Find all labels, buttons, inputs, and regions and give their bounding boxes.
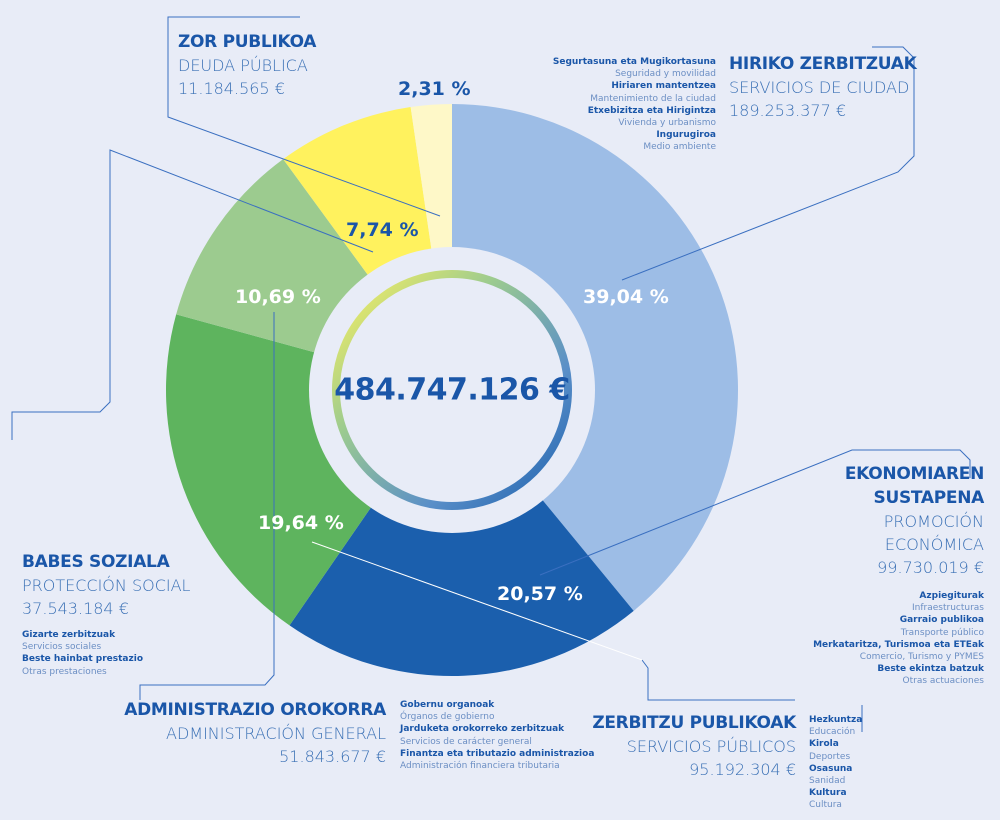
item-es: Administración financiera tributaria: [400, 761, 560, 772]
admin-subtitle: ADMINISTRACIÓN GENERAL: [166, 724, 386, 743]
pct-zerbitzu: 20,57 %: [497, 583, 583, 605]
zerbitzu-amount: 95.192.304 €: [689, 760, 796, 779]
item-es: Otras prestaciones: [22, 666, 107, 677]
total-amount: 484.747.126 €: [334, 372, 570, 408]
ekonomia-title: SUSTAPENA: [873, 488, 985, 508]
item-eu: Gobernu organoak: [400, 700, 495, 710]
ekonomia-subtitle: ECONÓMICA: [884, 535, 984, 554]
item-es: Educación: [809, 727, 856, 738]
hiriko-subtitle: SERVICIOS DE CIUDAD: [729, 78, 910, 97]
item-eu: Kirola: [809, 739, 839, 750]
donut-segment: [452, 104, 738, 611]
item-eu: Garraio publikoa: [899, 615, 984, 626]
pct-small: 2,31 %: [398, 78, 471, 100]
item-es: Órganos de gobierno: [400, 712, 495, 723]
item-eu: Beste ekintza batzuk: [877, 664, 984, 675]
item-es: Servicios sociales: [22, 642, 102, 653]
block-zerbitzu: ZERBITZU PUBLIKOAK SERVICIOS PÚBLICOS 95…: [592, 711, 796, 781]
block-admin: ADMINISTRAZIO OROKORRA ADMINISTRACIÓN GE…: [124, 698, 386, 768]
babes-amount: 37.543.184 €: [22, 599, 129, 618]
block-ekonomia: EKONOMIAREN SUSTAPENA PROMOCIÓN ECONÓMIC…: [845, 462, 984, 579]
zerbitzu-items: Hezkuntza Educación Kirola Deportes Osas…: [809, 714, 862, 812]
item-es: Vivienda y urbanismo: [618, 118, 716, 129]
donut-segment: [176, 159, 370, 353]
item-es: Cultura: [809, 800, 842, 811]
item-eu: Segurtasuna eta Mugikortasuna: [552, 57, 716, 67]
item-eu: Azpiegiturak: [919, 591, 984, 601]
pct-admin: 19,64 %: [258, 512, 344, 534]
zerbitzu-subtitle: SERVICIOS PÚBLICOS: [626, 737, 796, 756]
ekonomia-items: Azpiegiturak Infraestructuras Garraio pu…: [784, 590, 984, 688]
ekonomia-subtitle: PROMOCIÓN: [883, 512, 984, 531]
item-eu: Finantza eta tributazio administrazioa: [400, 748, 595, 759]
leader-zor: [167, 16, 441, 217]
item-es: Mantenimiento de la ciudad: [590, 93, 716, 104]
item-eu: Kultura: [809, 788, 847, 799]
hiriko-title: HIRIKO ZERBITZUAK: [729, 54, 917, 74]
block-babes: BABES SOZIALA PROTECCIÓN SOCIAL 37.543.1…: [22, 550, 190, 620]
babes-title: BABES SOZIALA: [22, 552, 170, 572]
item-eu: Gizarte zerbitzuak: [22, 630, 116, 640]
item-eu: Jarduketa orokorreko zerbitzuak: [400, 724, 565, 735]
item-eu: Merkataritza, Turismoa eta ETEak: [813, 639, 984, 650]
item-es: Transporte público: [900, 627, 984, 638]
item-es: Infraestructuras: [912, 603, 984, 614]
donut-hole: [309, 247, 595, 533]
item-eu: Osasuna: [809, 763, 853, 774]
block-hiriko: HIRIKO ZERBITZUAK SERVICIOS DE CIUDAD 18…: [729, 52, 917, 122]
inner-ring: [332, 270, 572, 510]
hiriko-amount: 189.253.377 €: [729, 101, 847, 120]
block-zor: ZOR PUBLIKOA DEUDA PÚBLICA 11.184.565 €: [178, 30, 316, 100]
leader-admin: [139, 312, 275, 700]
ekonomia-title: EKONOMIAREN: [844, 464, 984, 484]
item-eu: Ingurugiroa: [656, 130, 716, 141]
leader-zerbitzu-white: [311, 541, 643, 661]
leader-hiriko: [621, 46, 915, 281]
item-es: Otras actuaciones: [902, 676, 984, 687]
donut-segment: [410, 104, 452, 252]
admin-amount: 51.843.677 €: [279, 747, 386, 766]
item-eu: Hiriaren mantentzea: [611, 81, 716, 92]
item-eu: Etxebizitza eta Hirigintza: [587, 105, 716, 116]
donut-segment: [289, 498, 634, 676]
item-eu: Beste hainbat prestazio: [22, 654, 144, 665]
donut-segment: [166, 314, 373, 626]
babes-subtitle: PROTECCIÓN SOCIAL: [22, 576, 191, 595]
zor-amount: 11.184.565 €: [178, 79, 285, 98]
leader-babes: [11, 149, 374, 440]
item-es: Seguridad y movilidad: [615, 69, 716, 80]
babes-items: Gizarte zerbitzuak Servicios sociales Be…: [22, 629, 143, 678]
item-eu: Hezkuntza: [809, 715, 863, 725]
pct-babes: 10,69 %: [235, 286, 321, 308]
pct-zor: 7,74 %: [346, 219, 419, 241]
ekonomia-amount: 99.730.019 €: [877, 558, 984, 577]
item-es: Comercio, Turismo y PYMES: [859, 652, 984, 663]
leader-ekonomia: [539, 449, 971, 576]
pct-hiriko: 39,04 %: [583, 286, 669, 308]
admin-title: ADMINISTRAZIO OROKORRA: [124, 700, 386, 720]
leader-zerbitzu: [641, 659, 795, 701]
zor-title: ZOR PUBLIKOA: [178, 32, 317, 52]
hiriko-items: Segurtasuna eta Mugikortasuna Seguridad …: [516, 56, 716, 154]
admin-items: Gobernu organoak Órganos de gobierno Jar…: [400, 699, 594, 772]
zerbitzu-title: ZERBITZU PUBLIKOAK: [592, 713, 796, 733]
item-es: Servicios de carácter general: [400, 736, 532, 747]
item-es: Medio ambiente: [643, 142, 716, 153]
item-es: Deportes: [809, 751, 851, 762]
donut-segment: [283, 107, 432, 278]
item-es: Sanidad: [809, 776, 846, 787]
zor-subtitle: DEUDA PÚBLICA: [178, 56, 308, 75]
